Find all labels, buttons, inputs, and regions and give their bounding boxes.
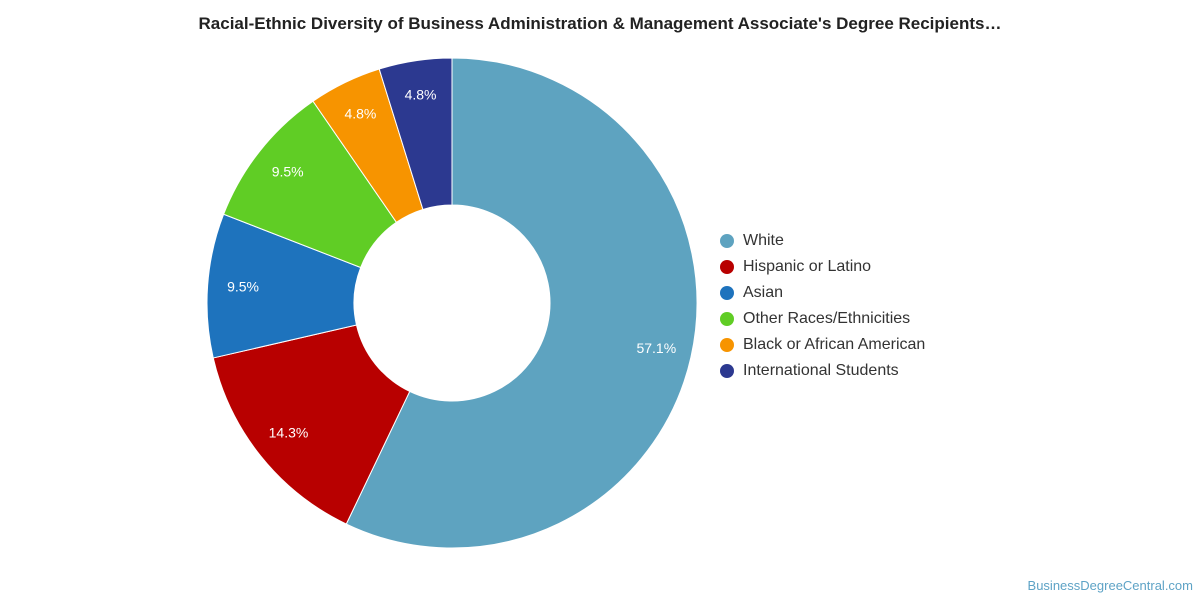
- legend-dot-icon: [720, 364, 734, 378]
- legend-dot-icon: [720, 312, 734, 326]
- legend-dot-icon: [720, 234, 734, 248]
- slice-hispanic-or-latino: [212, 324, 411, 525]
- legend-label: Hispanic or Latino: [743, 258, 872, 275]
- legend-item[interactable]: Asian: [720, 280, 925, 306]
- legend-label: Black or African American: [743, 336, 926, 353]
- legend-item[interactable]: Black or African American: [720, 332, 925, 358]
- legend-item[interactable]: International Students: [720, 358, 925, 384]
- legend-label: International Students: [743, 362, 899, 379]
- watermark-text: BusinessDegreeCentral.com: [1027, 578, 1193, 593]
- slice-label: 57.1%: [636, 340, 676, 356]
- slice-international-students: [378, 57, 453, 211]
- legend-dot-icon: [720, 286, 734, 300]
- slice-label: 4.8%: [344, 105, 376, 121]
- legend-item[interactable]: White: [720, 228, 925, 254]
- legend-label: Asian: [743, 284, 784, 301]
- slice-label: 9.5%: [272, 164, 304, 180]
- slice-label: 14.3%: [269, 425, 309, 441]
- legend-item[interactable]: Other Races/Ethnicities: [720, 306, 925, 332]
- legend-label: White: [743, 232, 784, 249]
- legend-label: Other Races/Ethnicities: [743, 310, 911, 327]
- slice-label: 4.8%: [405, 87, 437, 103]
- slice-white: [345, 57, 698, 549]
- legend-dot-icon: [720, 338, 734, 352]
- chart-legend: White Hispanic or Latino Asian Other Races/…: [720, 228, 925, 384]
- slice-label: 9.5%: [227, 279, 259, 295]
- chart-title: Racial-Ethnic Diversity of Business Admi…: [198, 14, 1002, 33]
- legend-item[interactable]: Hispanic or Latino: [720, 254, 925, 280]
- legend-dot-icon: [720, 260, 734, 274]
